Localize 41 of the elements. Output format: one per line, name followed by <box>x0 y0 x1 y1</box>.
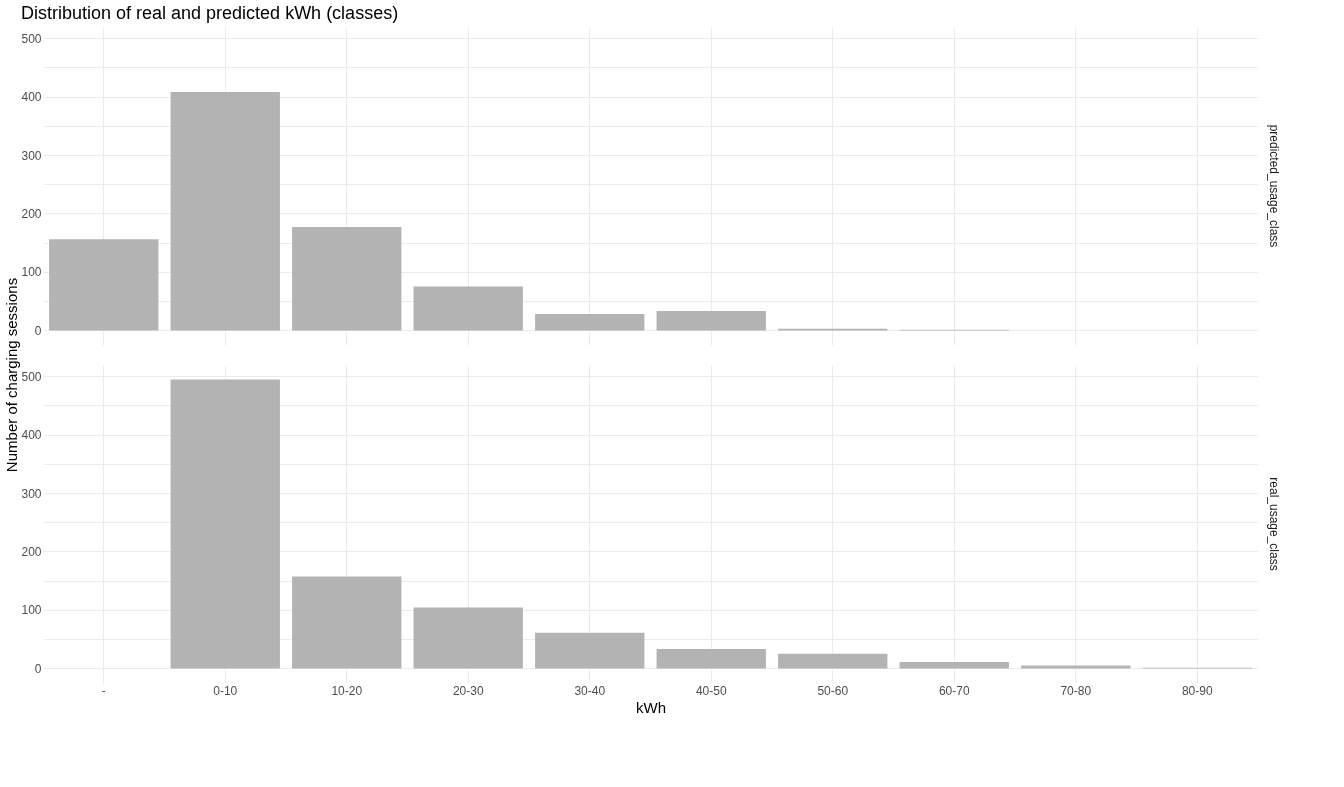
x-tick-label: 70-80 <box>1060 683 1092 698</box>
x-tick-label: 50-60 <box>817 683 849 698</box>
y-axis-title: Number of charging sessions <box>3 277 20 473</box>
x-tick-label: - <box>101 683 106 698</box>
y-tick-label: 200 <box>21 206 42 221</box>
bar <box>49 239 159 331</box>
text: predicted_usage_class <box>1267 124 1281 248</box>
bar <box>413 286 523 331</box>
bar <box>656 649 766 669</box>
y-tick-label: 300 <box>21 148 42 163</box>
x-tick-label: 0-10 <box>213 683 238 698</box>
y-tick-label: 500 <box>21 31 42 46</box>
bar <box>535 632 645 669</box>
y-tick-label: 400 <box>21 428 42 443</box>
bar <box>292 226 402 331</box>
x-tick-label: 20-30 <box>452 683 484 698</box>
y-tick-label: 0 <box>34 323 42 338</box>
y-tick-label: 100 <box>21 265 42 280</box>
bar <box>170 91 280 331</box>
y-tick-label: 0 <box>34 661 42 676</box>
bar <box>292 576 402 669</box>
x-axis-title: kWh <box>636 698 666 716</box>
y-tick-label: 100 <box>21 603 42 618</box>
bar <box>170 379 280 669</box>
x-tick-label: 30-40 <box>574 683 606 698</box>
bar <box>656 311 766 331</box>
chart-title: Distribution of real and predicted kWh (classes) <box>20 3 399 23</box>
y-tick-label: 200 <box>21 544 42 559</box>
bar <box>778 653 888 669</box>
x-tick-label: 80-90 <box>1181 683 1213 698</box>
y-tick-label: 400 <box>21 90 42 105</box>
x-tick-label: 40-50 <box>695 683 727 698</box>
y-tick-label: 300 <box>21 486 42 501</box>
x-tick-label: 10-20 <box>331 683 363 698</box>
bar <box>899 661 1009 669</box>
text: real_usage_class <box>1267 477 1281 571</box>
bar <box>413 607 523 669</box>
bar <box>1021 665 1131 669</box>
y-tick-label: 500 <box>21 369 42 384</box>
bar <box>535 314 645 331</box>
x-tick-label: 60-70 <box>938 683 970 698</box>
